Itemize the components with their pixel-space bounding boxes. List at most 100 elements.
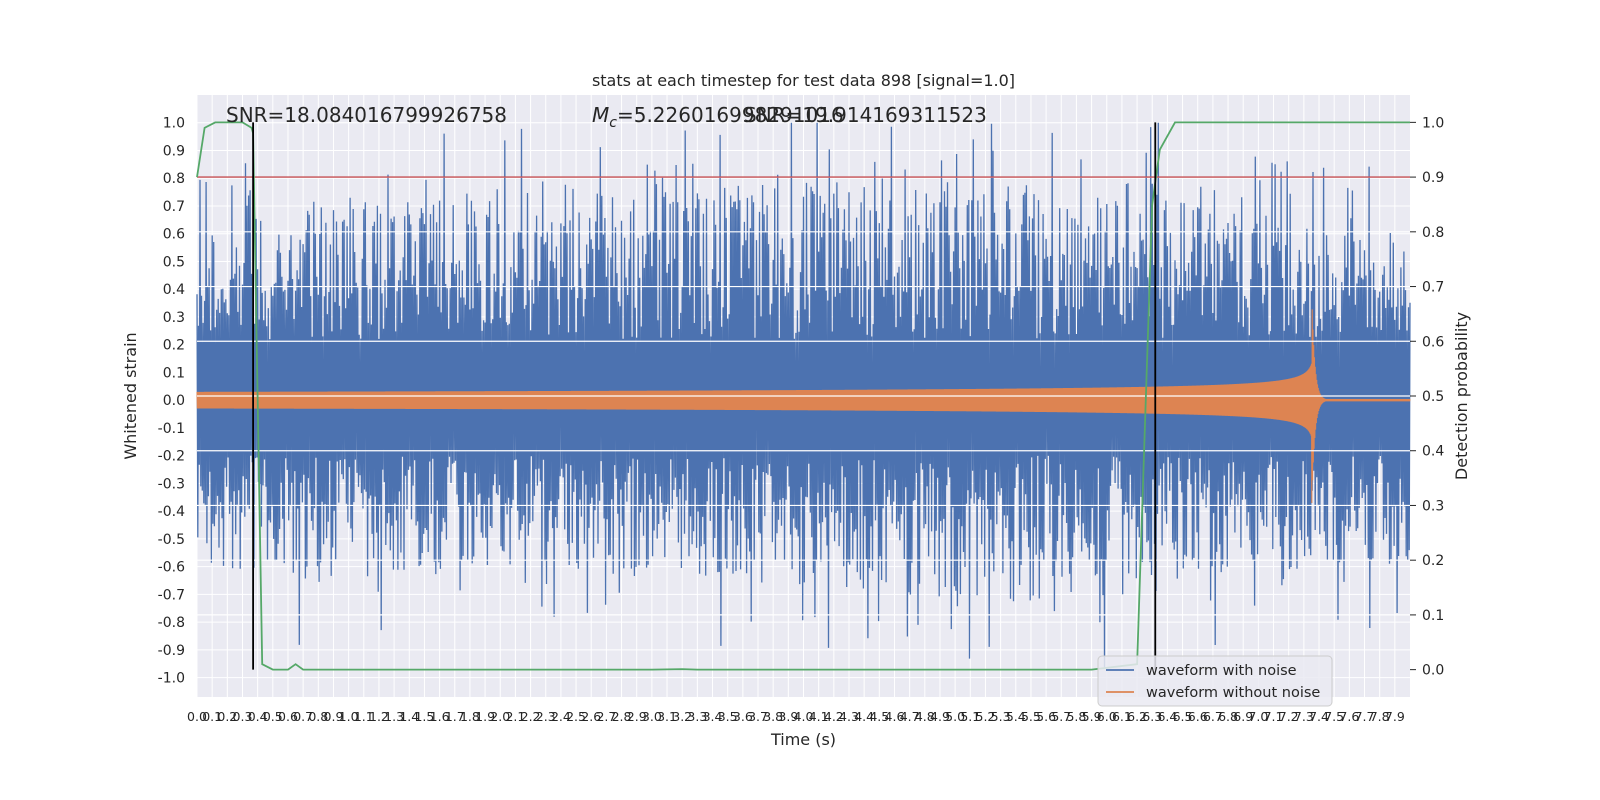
x-tick-label: 3.8	[763, 709, 783, 724]
chirp-mass-annotation: Mc=5.226016998291016	[592, 103, 844, 131]
y-tick-label: 0.2	[163, 338, 185, 354]
x-tick-label: 7.6	[1339, 709, 1359, 724]
x-tick-label: 5.7	[1051, 709, 1071, 724]
x-tick-label: 7.0	[1248, 709, 1268, 724]
x-tick-label: 6.4	[1157, 709, 1177, 724]
y-tick-label: -0.2	[158, 449, 185, 465]
legend: waveform with noise waveform without noi…	[1097, 655, 1333, 707]
x-tick-label: 2.4	[551, 709, 571, 724]
x-tick-label: 5.0	[945, 709, 965, 724]
x-ticks: 0.00.10.20.30.40.50.60.70.80.91.01.11.21…	[187, 709, 1405, 724]
x-tick-label: 3.3	[687, 709, 707, 724]
clean-trace	[196, 309, 1411, 503]
x-tick-label: 0.5	[263, 709, 283, 724]
x-tick-label: 3.9	[778, 709, 798, 724]
x-tick-label: 3.4	[703, 709, 723, 724]
x-tick-label: 5.4	[1006, 709, 1026, 724]
x-tick-label: 5.9	[1082, 709, 1102, 724]
x-tick-label: 0.7	[293, 709, 313, 724]
mc-value: =5.226016998291016	[617, 103, 844, 127]
snr-overlap-annotation: SNR=19.914169311523	[744, 103, 987, 127]
left-y-ticks: -1.0 -0.9 -0.8 -0.7 -0.6 -0.5 -0.4 -0.3 -0.2 -0.1…	[158, 116, 185, 687]
x-tick-label: 3.5	[718, 709, 738, 724]
y-tick-label: 0.3	[163, 310, 185, 326]
x-tick-label: 7.4	[1309, 709, 1329, 724]
x-tick-label: 4.8	[915, 709, 935, 724]
x-tick-label: 1.1	[354, 709, 374, 724]
y-tick-label: 0.0	[163, 393, 185, 409]
x-tick-label: 2.8	[612, 709, 632, 724]
x-tick-label: 2.2	[521, 709, 541, 724]
x-tick-label: 5.1	[960, 709, 980, 724]
x-tick-label: 7.5	[1324, 709, 1344, 724]
y2-tick-label: 0.7	[1422, 280, 1444, 296]
x-tick-label: 4.4	[854, 709, 874, 724]
y-tick-label: 1.0	[163, 116, 185, 132]
y-tick-label: -0.8	[158, 615, 185, 631]
x-tick-label: 0.0	[187, 709, 207, 724]
x-tick-label: 2.3	[536, 709, 556, 724]
probability-trace	[196, 121, 1410, 671]
x-tick-label: 7.3	[1294, 709, 1314, 724]
x-tick-label: 3.1	[657, 709, 677, 724]
x-tick-label: 2.6	[581, 709, 601, 724]
x-tick-label: 6.1	[1112, 709, 1132, 724]
x-tick-label: 2.1	[505, 709, 525, 724]
x-tick-label: 3.0	[642, 709, 662, 724]
x-tick-label: 3.2	[672, 709, 692, 724]
x-tick-label: 4.5	[869, 709, 889, 724]
markers	[252, 122, 1157, 670]
x-tick-label: 1.0	[339, 709, 359, 724]
y-tick-label: -0.6	[158, 560, 185, 576]
x-tick-label: 1.3	[384, 709, 404, 724]
y2-tick-label: 0.8	[1422, 225, 1444, 241]
y2-tick-label: 1.0	[1422, 115, 1444, 131]
y2-tick-label: 0.3	[1422, 498, 1444, 514]
y-tick-label: -0.7	[158, 587, 185, 603]
x-tick-label: 4.2	[824, 709, 844, 724]
mc-symbol: M	[592, 103, 609, 127]
y2-tick-label: 0.5	[1422, 389, 1444, 405]
x-tick-label: 5.3	[991, 709, 1011, 724]
x-tick-label: 1.4	[399, 709, 419, 724]
y2-tick-label: 0.6	[1422, 334, 1444, 350]
chart-title: stats at each timestep for test data 898…	[592, 71, 1015, 90]
x-tick-label: 6.6	[1188, 709, 1208, 724]
series-waveform-without-noise	[196, 309, 1411, 503]
x-tick-label: 6.5	[1173, 709, 1193, 724]
y2-tick-label: 0.4	[1422, 444, 1444, 460]
x-tick-label: 0.8	[308, 709, 328, 724]
y-tick-label: 0.6	[163, 227, 185, 243]
y-tick-label: -1.0	[158, 671, 185, 687]
y-tick-label: -0.1	[158, 421, 185, 437]
x-tick-label: 4.3	[839, 709, 859, 724]
y2-tick-label: 0.9	[1422, 170, 1444, 186]
x-tick-label: 0.3	[233, 709, 253, 724]
x-tick-label: 6.9	[1233, 709, 1253, 724]
y-tick-label: 0.7	[163, 199, 185, 215]
y-tick-label: 0.8	[163, 171, 185, 187]
x-tick-label: 4.1	[809, 709, 829, 724]
y2-tick-label: 0.1	[1422, 608, 1444, 624]
x-tick-label: 1.8	[460, 709, 480, 724]
legend-box	[1097, 655, 1333, 707]
x-tick-label: 5.2	[976, 709, 996, 724]
x-tick-label: 0.6	[278, 709, 298, 724]
x-tick-label: 1.9	[475, 709, 495, 724]
x-tick-label: 2.9	[627, 709, 647, 724]
x-tick-label: 2.7	[596, 709, 616, 724]
y-tick-label: -0.9	[158, 643, 185, 659]
x-tick-label: 1.6	[430, 709, 450, 724]
x-tick-label: 0.1	[202, 709, 222, 724]
x-tick-label: 0.2	[217, 709, 237, 724]
x-tick-label: 2.5	[566, 709, 586, 724]
x-tick-label: 5.5	[1021, 709, 1041, 724]
x-tick-label: 3.7	[748, 709, 768, 724]
x-tick-label: 6.7	[1203, 709, 1223, 724]
mc-subscript: c	[609, 115, 617, 131]
x-tick-label: 6.3	[1142, 709, 1162, 724]
y-tick-label: -0.5	[158, 532, 185, 548]
y2-tick-label: 0.2	[1422, 553, 1444, 569]
y2-tick-label: 0.0	[1422, 663, 1444, 679]
x-tick-label: 4.6	[885, 709, 905, 724]
